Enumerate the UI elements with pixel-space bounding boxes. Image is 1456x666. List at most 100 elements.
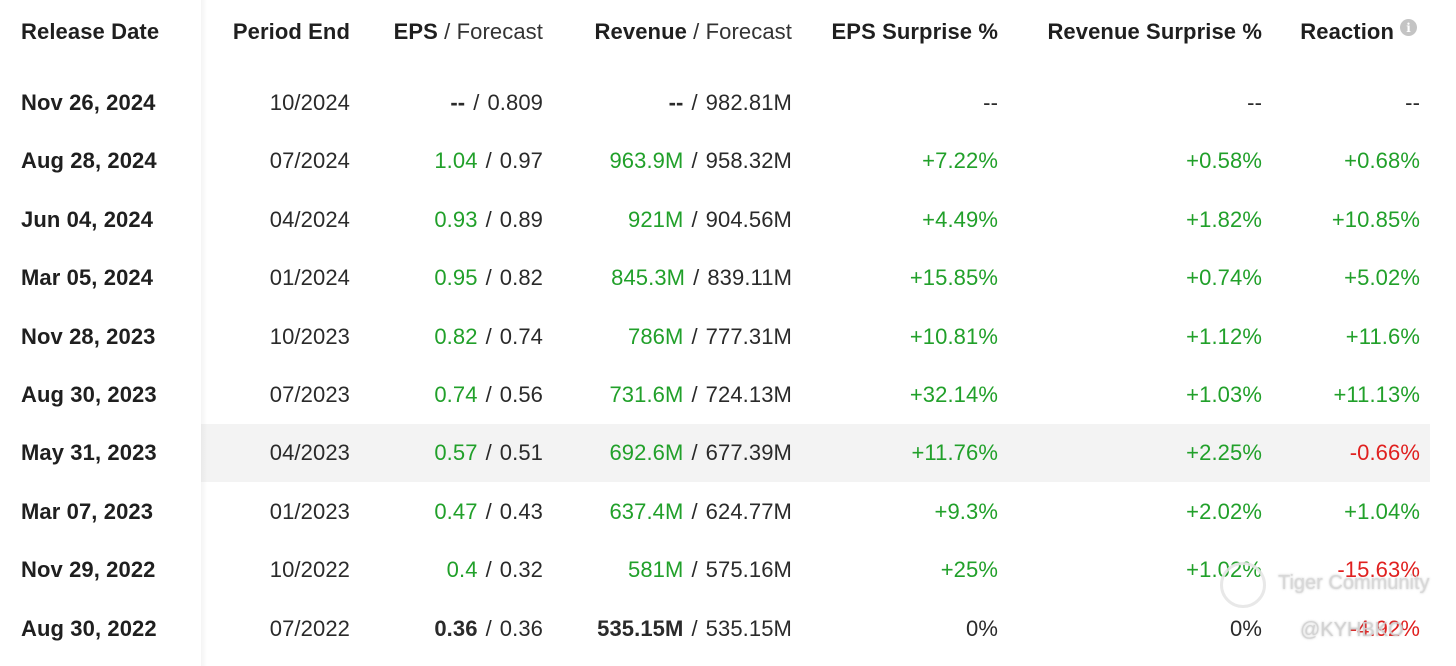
release-date-cell: Nov 29, 2022 [21, 541, 156, 599]
reaction: -4.92% [1349, 616, 1420, 641]
period-end-cell: 04/2024 [270, 191, 350, 249]
header-eps-surprise[interactable]: EPS Surprise % [832, 0, 998, 64]
revenue-surprise-cell: +0.58% [1186, 132, 1262, 190]
period-end: 07/2023 [269, 382, 350, 407]
eps-actual: 0.95 [434, 265, 478, 290]
release-date: Nov 26, 2024 [21, 90, 156, 115]
eps-surprise-cell: +25% [941, 541, 998, 599]
release-date-cell: May 31, 2023 [21, 424, 157, 482]
revenue-surprise: +0.74% [1186, 265, 1262, 290]
eps-actual: 1.04 [434, 148, 478, 173]
revenue-cell: 786M / 777.31M [628, 308, 792, 366]
eps-actual: -- [450, 90, 466, 115]
table-header: Release Date Period End EPS / Forecast R… [0, 0, 1456, 64]
revenue-slash: / [691, 557, 698, 582]
eps-slash: / [485, 499, 492, 524]
revenue-surprise: +1.03% [1186, 382, 1262, 407]
revenue-slash: / [691, 207, 698, 232]
period-end-cell: 07/2023 [270, 366, 350, 424]
eps-forecast: 0.74 [499, 324, 543, 349]
eps-surprise: +11.76% [911, 440, 998, 465]
eps-forecast: 0.43 [499, 499, 543, 524]
reaction-info-icon[interactable]: i [1400, 19, 1417, 36]
revenue-surprise-cell: +2.25% [1186, 424, 1262, 482]
eps-cell: 0.47 / 0.43 [434, 483, 543, 541]
period-end-cell: 01/2023 [270, 483, 350, 541]
revenue-actual: 921M [628, 207, 684, 232]
revenue-cell: 581M / 575.16M [628, 541, 792, 599]
table-row[interactable]: Mar 05, 2024 01/2024 0.95 / 0.82 845.3M / 839.1… [0, 249, 1456, 307]
revenue-cell: 692.6M / 677.39M [609, 424, 792, 482]
table-row[interactable]: Aug 30, 2022 07/2022 0.36/0.36 535.15M/535.… [0, 600, 1456, 658]
revenue-forecast: 839.11M [707, 265, 792, 290]
reaction: +1.04% [1344, 499, 1420, 524]
eps-forecast: 0.51 [499, 440, 543, 465]
eps-surprise-cell: -- [983, 74, 998, 132]
table-row[interactable]: Mar 07, 2023 01/2023 0.47 / 0.43 637.4M / 624.7… [0, 483, 1456, 541]
revenue-actual: 963.9M [609, 148, 684, 173]
eps-surprise: +10.81% [909, 324, 998, 349]
revenue-actual: 845.3M [611, 265, 686, 290]
revenue-surprise-cell: +1.12% [1186, 308, 1262, 366]
eps-actual: 0.57 [434, 440, 478, 465]
eps-actual: 0.74 [434, 382, 478, 407]
release-date: Nov 29, 2022 [21, 557, 156, 582]
eps-surprise-cell: 0% [966, 600, 998, 658]
revenue-forecast: 575.16M [705, 557, 792, 582]
eps-actual: 0.4 [446, 557, 478, 582]
period-end-cell: 10/2022 [270, 541, 350, 599]
revenue-forecast: 958.32M [705, 148, 792, 173]
reaction: -- [1405, 90, 1420, 115]
header-eps[interactable]: EPS / Forecast [394, 0, 543, 64]
release-date-cell: Nov 26, 2024 [21, 74, 156, 132]
header-revenue-forecast-label: Forecast [705, 19, 792, 44]
reaction-cell: +10.85% [1332, 191, 1420, 249]
period-end-cell: 01/2024 [270, 249, 350, 307]
table-row[interactable]: Nov 26, 2024 10/2024 --/0.809 --/982.81M -- -… [0, 74, 1456, 132]
table-row[interactable]: Nov 29, 2022 10/2022 0.4 / 0.32 581M / 575.16M +… [0, 541, 1456, 599]
release-date-cell: Aug 30, 2023 [21, 366, 157, 424]
eps-surprise: +25% [940, 557, 998, 582]
eps-surprise-cell: +11.76% [911, 424, 998, 482]
revenue-forecast: 677.39M [705, 440, 792, 465]
revenue-forecast: 982.81M [705, 90, 792, 115]
revenue-surprise: -- [1247, 90, 1262, 115]
row-highlight [10, 424, 1430, 482]
header-revenue-slash: / [693, 19, 700, 44]
table-row[interactable]: Aug 28, 2024 07/2024 1.04 / 0.97 963.9M / 958.3… [0, 132, 1456, 190]
table-row[interactable]: May 31, 2023 04/2023 0.57 / 0.51 692.6M / 677.3… [0, 424, 1456, 482]
reaction-cell: +5.02% [1344, 249, 1420, 307]
header-revenue[interactable]: Revenue / Forecast [595, 0, 792, 64]
reaction: -0.66% [1349, 440, 1420, 465]
revenue-cell: 921M / 904.56M [628, 191, 792, 249]
table-row[interactable]: Jun 04, 2024 04/2024 0.93 / 0.89 921M / 904.56M… [0, 191, 1456, 249]
revenue-cell: 845.3M / 839.11M [611, 249, 792, 307]
revenue-surprise: +0.58% [1186, 148, 1262, 173]
reaction: +10.85% [1331, 207, 1420, 232]
header-reaction[interactable]: Reaction [1300, 0, 1394, 64]
period-end-cell: 04/2023 [270, 424, 350, 482]
revenue-surprise-cell: +0.74% [1186, 249, 1262, 307]
header-revenue-surprise[interactable]: Revenue Surprise % [1047, 0, 1262, 64]
table-row[interactable]: Nov 28, 2023 10/2023 0.82 / 0.74 786M / 777.31M… [0, 308, 1456, 366]
sticky-column-background [0, 0, 201, 666]
revenue-slash: / [691, 148, 698, 173]
eps-actual: 0.82 [434, 324, 478, 349]
header-release-date[interactable]: Release Date [21, 0, 159, 64]
watermark-brand: Tiger Community [1278, 572, 1430, 594]
period-end: 04/2024 [269, 207, 350, 232]
reaction: -15.63% [1337, 557, 1420, 582]
eps-cell: 1.04 / 0.97 [434, 132, 543, 190]
revenue-surprise: +1.82% [1186, 207, 1262, 232]
eps-actual: 0.47 [434, 499, 478, 524]
revenue-surprise-cell: -- [1247, 74, 1262, 132]
header-period-end[interactable]: Period End [233, 0, 350, 64]
revenue-slash: / [693, 265, 700, 290]
revenue-slash: / [691, 499, 698, 524]
eps-cell: 0.82 / 0.74 [434, 308, 543, 366]
period-end: 10/2023 [269, 324, 350, 349]
reaction: +5.02% [1344, 265, 1420, 290]
eps-slash: / [485, 440, 492, 465]
table-row[interactable]: Aug 30, 2023 07/2023 0.74 / 0.56 731.6M / 724.1… [0, 366, 1456, 424]
eps-cell: 0.36 / 0.36 [434, 600, 543, 658]
